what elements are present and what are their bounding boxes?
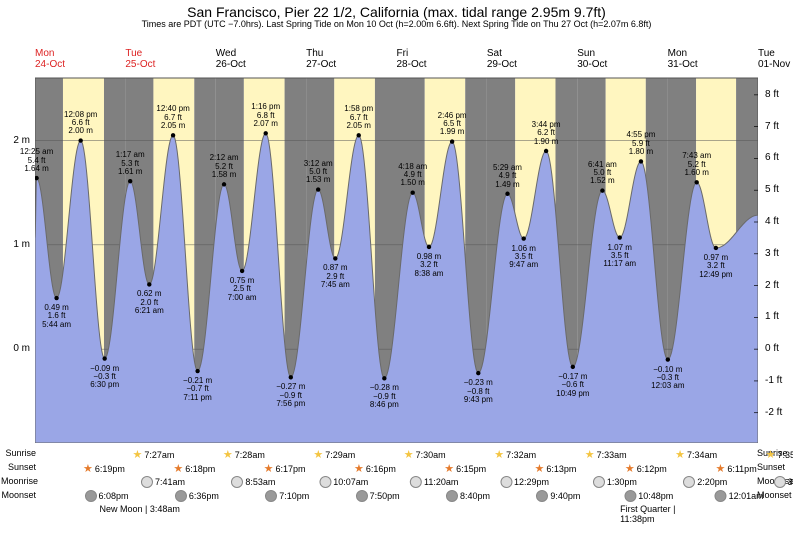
y-tick-ft: -2 ft (765, 407, 782, 418)
tide-annotation: 0.98 m3.2 ft8:38 am (415, 253, 444, 278)
y-tick-ft: 2 ft (765, 280, 779, 291)
astro-time-moonset: 9:40pm (536, 490, 580, 502)
astro-time-sunset: ★6:19pm (83, 462, 125, 475)
tide-annotation: −0.23 m−0.8 ft9:43 pm (464, 379, 493, 404)
tide-annotation: −0.21 m−0.7 ft7:11 pm (183, 377, 212, 402)
astro-time-sunrise: ★7:30am (404, 448, 446, 461)
astro-time-sunrise: ★7:29am (313, 448, 355, 461)
astro-time-moonrise: 11:20am (410, 476, 458, 488)
tide-annotation: 1:58 pm6.7 ft2.05 m (344, 105, 373, 130)
footer-row-sunrise: SunriseSunrise★7:27am★7:28am★7:29am★7:30… (35, 448, 758, 462)
tide-annotation: 1.06 m3.5 ft9:47 am (509, 245, 538, 270)
astro-time-sunset: ★6:18pm (173, 462, 215, 475)
astro-time-moonrise: 8:53am (231, 476, 275, 488)
tide-annotation: 7:43 am5.2 ft1.60 m (682, 152, 711, 177)
tide-annotation: 1:16 pm6.8 ft2.07 m (251, 103, 280, 128)
astro-time-moonset: 7:10pm (265, 490, 309, 502)
astro-time-moonset: 7:50pm (356, 490, 400, 502)
y-tick-ft: -1 ft (765, 375, 782, 386)
tide-annotation: 3:12 am5.0 ft1.53 m (304, 160, 333, 185)
astro-time-moonset: 6:36pm (175, 490, 219, 502)
astro-time-sunrise: ★7:33am (585, 448, 627, 461)
chart-subtitle: Times are PDT (UTC −7.0hrs). Last Spring… (0, 20, 793, 32)
y-tick-m: 1 m (13, 239, 30, 250)
y-tick-m: 2 m (13, 135, 30, 146)
astro-time-moonrise: 7:41am (141, 476, 185, 488)
tide-annotation: 12:40 pm6.7 ft2.05 m (156, 105, 189, 130)
astro-time-moonrise: 2:20pm (683, 476, 727, 488)
tide-annotation: −0.09 m−0.3 ft6:30 pm (90, 365, 119, 390)
footer-label-left: Sunrise (1, 448, 36, 458)
tide-annotation: −0.27 m−0.9 ft7:56 pm (276, 383, 305, 408)
astro-time-sunset: ★6:12pm (625, 462, 667, 475)
footer-label-left: Moonset (1, 490, 36, 500)
y-tick-ft: 6 ft (765, 152, 779, 163)
tide-annotation: 1:17 am5.3 ft1.61 m (116, 151, 145, 176)
astro-time-sunset: ★6:17pm (264, 462, 306, 475)
footer-row-moonrise: MoonriseMoonrise7:41am8:53am10:07am11:20… (35, 476, 758, 490)
footer-row-sunset: SunsetSunset★6:19pm★6:18pm★6:17pm★6:16pm… (35, 462, 758, 476)
astro-time-sunrise: ★7:32am (494, 448, 536, 461)
astro-time-moonrise: 1:30pm (593, 476, 637, 488)
tide-annotation: 2:46 pm6.5 ft1.99 m (438, 112, 467, 137)
astro-time-moonrise: 3:01pm (774, 476, 793, 488)
y-tick-m: 0 m (13, 343, 30, 354)
tide-annotation: 5:29 am4.9 ft1.49 m (493, 164, 522, 189)
astro-time-sunrise: ★7:27am (132, 448, 174, 461)
astro-time-sunset: ★6:15pm (444, 462, 486, 475)
moon-phase-label: First Quarter | 11:38pm (620, 504, 712, 524)
tide-annotation: 0.97 m3.2 ft12:49 pm (699, 254, 732, 279)
chart-area: Mon24-OctTue25-OctWed26-OctThu27-OctFri2… (35, 48, 758, 443)
astro-time-moonset: 8:40pm (446, 490, 490, 502)
y-tick-ft: 8 ft (765, 89, 779, 100)
astro-time-moonset: 12:01am (715, 490, 764, 502)
astro-time-sunset: ★6:13pm (535, 462, 577, 475)
astro-footer: SunriseSunrise★7:27am★7:28am★7:29am★7:30… (35, 448, 758, 518)
y-tick-ft: 4 ft (765, 216, 779, 227)
astro-time-moonset: 6:08pm (85, 490, 129, 502)
tide-annotation: −0.17 m−0.6 ft10:49 pm (556, 373, 589, 398)
tide-annotation: 0.62 m2.0 ft6:21 am (135, 290, 164, 315)
footer-label-right: Sunset (757, 462, 792, 472)
y-tick-ft: 0 ft (765, 343, 779, 354)
astro-time-moonrise: 12:29pm (500, 476, 549, 488)
chart-title: San Francisco, Pier 22 1/2, California (… (0, 0, 793, 20)
astro-time-moonset: 10:48pm (624, 490, 673, 502)
tide-annotation: 3:44 pm6.2 ft1.90 m (532, 121, 561, 146)
moon-phase-label: New Moon | 3:48am (99, 504, 179, 514)
tide-annotation: −0.10 m−0.3 ft12:03 am (651, 366, 684, 391)
footer-row-moonphase: New Moon | 3:48amFirst Quarter | 11:38pm (35, 504, 758, 518)
tide-annotation: 4:18 am4.9 ft1.50 m (398, 163, 427, 188)
y-tick-ft: 1 ft (765, 311, 779, 322)
footer-label-left: Sunset (1, 462, 36, 472)
astro-time-sunrise: ★7:28am (223, 448, 265, 461)
astro-time-sunset: ★6:16pm (354, 462, 396, 475)
tide-annotation: 1.07 m3.5 ft11:17 am (603, 244, 636, 269)
tide-annotation: 0.87 m2.9 ft7:45 am (321, 264, 350, 289)
astro-time-sunrise: ★7:34am (675, 448, 717, 461)
astro-time-sunset: ★6:11pm (715, 462, 756, 475)
tide-annotation: −0.28 m−0.9 ft8:46 pm (370, 384, 399, 409)
tide-annotation: 4:55 pm5.9 ft1.80 m (627, 131, 656, 156)
y-axis-right-ft: -2 ft -1 ft 0 ft 1 ft 2 ft 3 ft 4 ft 5 ft 6 ft 7 … (763, 48, 793, 443)
tide-annotation: 2:12 am5.2 ft1.58 m (210, 154, 239, 179)
tide-annotation: 0.75 m2.5 ft7:00 am (228, 277, 257, 302)
tide-annotation: 12:08 pm6.6 ft2.00 m (64, 111, 97, 136)
y-tick-ft: 5 ft (765, 184, 779, 195)
tide-annotation: 6:41 am5.0 ft1.52 m (588, 161, 617, 186)
y-tick-ft: 7 ft (765, 121, 779, 132)
y-tick-ft: 3 ft (765, 248, 779, 259)
tide-annotation: 12:25 am5.4 ft1.64 m (20, 148, 53, 173)
astro-time-sunrise: ★7:35am (766, 448, 793, 461)
y-axis-left-m: 0 m 1 m 2 m (0, 48, 32, 443)
astro-time-moonrise: 10:07am (319, 476, 368, 488)
tide-annotation: 0.49 m1.6 ft5:44 am (42, 304, 71, 329)
footer-row-moonset: MoonsetMoonset6:08pm6:36pm7:10pm7:50pm8:… (35, 490, 758, 504)
footer-label-left: Moonrise (1, 476, 36, 486)
